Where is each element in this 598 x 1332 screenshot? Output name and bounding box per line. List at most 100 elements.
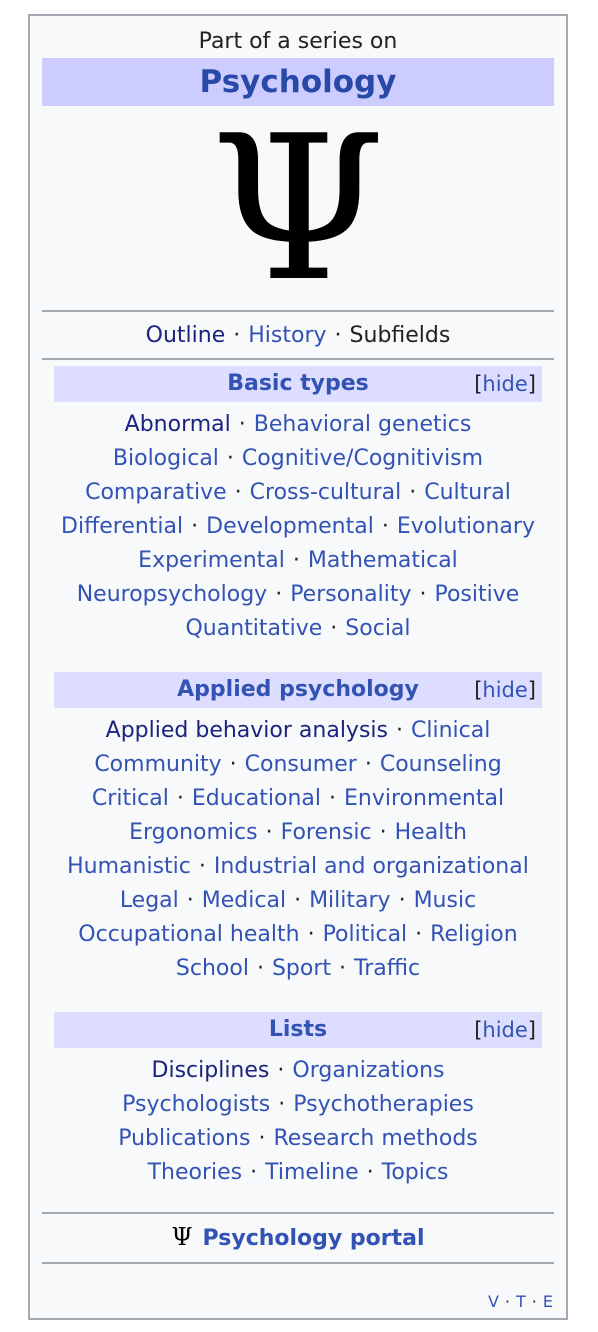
topic-link[interactable]: Evolutionary [396,514,535,539]
topic-link[interactable]: Occupational health [78,922,300,947]
topic-link[interactable]: Applied behavior analysis [105,718,388,743]
history-link[interactable]: History [248,323,327,348]
topic-link[interactable]: Counseling [379,752,502,777]
separator-dot: · [191,514,199,539]
topic-link[interactable]: Critical [91,786,169,811]
section-list-basic: Abnormal · Behavioral genetics Biological · C… [52,408,544,646]
topic-link[interactable]: Humanistic [67,854,191,879]
navbox-sidebar: Part of a series on Psychology Ψ Outline… [28,14,568,1320]
link-line: Ergonomics · Forensic · Health [52,816,544,850]
link-line: Comparative · Cross-cultural · Cultural [52,476,544,510]
topic-link[interactable]: Differential [61,514,184,539]
separator-dot: · [395,718,403,743]
section-title-lists: Lists [268,1017,328,1042]
hide-toggle[interactable]: [hide] [474,1018,536,1042]
outline-link[interactable]: Outline [145,323,226,348]
topic-link[interactable]: Educational [191,786,321,811]
section-header-lists: Lists [hide] [54,1012,542,1048]
link-line: Experimental · Mathematical [52,544,544,578]
topic-link[interactable]: Publications [118,1126,251,1151]
topic-link[interactable]: Military [309,888,391,913]
link-line: Differential · Developmental · Evolutionary [52,510,544,544]
topic-link[interactable]: Positive [434,582,520,607]
separator-dot: · [366,1160,374,1185]
topic-link[interactable]: Consumer [244,752,357,777]
hide-link[interactable]: hide [482,1018,528,1042]
section-header-basic-types: Basic types [hide] [54,366,542,402]
topic-link[interactable]: Religion [430,922,518,947]
separator-dot: · [398,888,406,913]
topic-link[interactable]: Abnormal [124,412,231,437]
separator-dot: · [334,323,342,348]
top-links-row: Outline · History · Subfields [42,322,554,350]
topic-link[interactable]: Developmental [206,514,374,539]
topic-link[interactable]: Cultural [424,480,511,505]
separator-dot: · [229,752,237,777]
topic-link[interactable]: Topics [381,1160,449,1185]
topic-link[interactable]: Disciplines [151,1058,270,1083]
separator-dot: · [419,582,427,607]
topic-link[interactable]: Timeline [265,1160,359,1185]
topic-link[interactable]: Comparative [85,480,227,505]
divider [42,1262,554,1264]
separator-dot: · [292,548,300,573]
section-header-applied-psychology: Applied psychology [hide] [54,672,542,708]
topic-link[interactable]: Theories [147,1160,243,1185]
vte-links: V · T · E [488,1292,554,1312]
link-line: Biological · Cognitive/Cognitivism [52,442,544,476]
psychology-portal-link[interactable]: Psychology portal [202,1226,425,1251]
hide-toggle[interactable]: [hide] [474,372,536,396]
section-title-applied-psychology: Applied psychology [177,677,419,702]
topic-link[interactable]: School [175,956,249,981]
link-line: Psychologists · Psychotherapies [52,1088,544,1122]
topic-link[interactable]: Health [394,820,467,845]
topic-link[interactable]: Research methods [273,1126,478,1151]
separator-dot: · [329,786,336,811]
topic-link[interactable]: Legal [119,888,179,913]
topic-link[interactable]: Medical [201,888,287,913]
link-line: Legal · Medical · Military · Music [52,884,544,918]
topic-link[interactable]: Traffic [354,956,421,981]
topic-link[interactable]: Biological [112,446,219,471]
topic-link[interactable]: Music [413,888,477,913]
topic-link[interactable]: Sport [271,956,331,981]
topic-link[interactable]: Cognitive/Cognitivism [241,446,484,471]
topic-link[interactable]: Social [345,616,411,641]
topic-link[interactable]: Psychologists [122,1092,271,1117]
topic-link[interactable]: Neuropsychology [76,582,268,607]
hide-link[interactable]: hide [482,678,528,702]
series-title-link[interactable]: Psychology [199,64,397,100]
topic-link[interactable]: Industrial and organizational [213,854,529,879]
topic-link[interactable]: Cross-cultural [249,480,402,505]
topic-link[interactable]: Organizations [292,1058,445,1083]
divider [42,310,554,312]
hide-link[interactable]: hide [482,372,528,396]
topic-link[interactable]: Community [94,752,222,777]
topic-link[interactable]: Personality [290,582,412,607]
separator-dot: · [176,786,184,811]
separator-dot: · [258,1126,266,1151]
topic-link[interactable]: Quantitative [185,616,323,641]
topic-link[interactable]: Experimental [138,548,285,573]
topic-link[interactable]: Psychotherapies [293,1092,474,1117]
edit-template-link[interactable]: E [542,1292,554,1311]
divider [42,1212,554,1214]
separator-dot: · [379,820,387,845]
talk-template-link[interactable]: T [516,1292,527,1311]
topic-link[interactable]: Clinical [410,718,491,743]
hide-toggle[interactable]: [hide] [474,678,536,702]
topic-link[interactable]: Ergonomics [129,820,258,845]
separator-dot: · [277,1058,285,1083]
link-line: Publications · Research methods [52,1122,544,1156]
topic-link[interactable]: Political [322,922,408,947]
view-template-link[interactable]: V [487,1292,500,1311]
topic-link[interactable]: Behavioral genetics [253,412,472,437]
section-list-applied: Applied behavior analysis · Clinical Commun… [52,714,544,986]
topic-link[interactable]: Environmental [344,786,505,811]
topic-link[interactable]: Forensic [280,820,372,845]
subfields-label: Subfields [349,323,451,348]
separator-dot: · [275,582,283,607]
title-band: Psychology [42,58,554,106]
link-line: Humanistic · Industrial and organizational [52,850,544,884]
topic-link[interactable]: Mathematical [307,548,458,573]
